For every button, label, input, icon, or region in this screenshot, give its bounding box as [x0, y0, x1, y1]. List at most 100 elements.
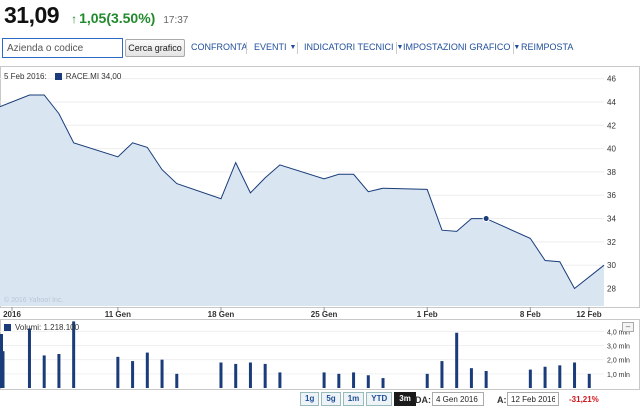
price-point — [278, 163, 281, 166]
menu-divider — [396, 42, 397, 54]
price-point — [337, 173, 340, 176]
to-date-input[interactable] — [507, 392, 559, 406]
price-point — [219, 197, 222, 200]
price-y-tick-label: 28 — [607, 285, 616, 294]
period-change: -31,21% — [569, 395, 599, 404]
menu-impostazioni-label: IMPOSTAZIONI GRAFICO — [403, 42, 511, 52]
legend-series: RACE.MI 34,00 — [65, 72, 122, 81]
price-y-tick-label: 40 — [607, 145, 616, 154]
price-point — [603, 264, 606, 267]
price-point — [455, 230, 458, 233]
volume-y-tick-label: 4,0 mln — [607, 329, 630, 336]
volume-bar — [278, 372, 282, 388]
menu-reimposta[interactable]: REIMPOSTA — [521, 42, 574, 52]
price-point — [323, 177, 326, 180]
volume-bar — [528, 369, 532, 388]
price-point — [43, 93, 46, 96]
change-value: 1,05 — [79, 10, 107, 26]
menu-impostazioni-grafico[interactable]: IMPOSTAZIONI GRAFICO ▼ — [403, 42, 520, 52]
price-point — [440, 229, 443, 232]
price-y-tick-label: 44 — [607, 98, 616, 107]
range-selector: 1g 5g 1m YTD 3m — [300, 392, 418, 406]
volume-bar — [337, 373, 341, 388]
menu-eventi[interactable]: EVENTI ▼ — [254, 42, 296, 52]
quote-header: 31,09 ↑ 1,05 (3.50%) 17:37 — [4, 2, 188, 32]
price-y-tick-label: 34 — [607, 215, 616, 224]
price-point — [175, 182, 178, 185]
volume-bar — [116, 356, 120, 388]
volume-bar — [322, 372, 326, 388]
price-y-tick-label: 46 — [607, 75, 616, 84]
menu-divider — [246, 42, 247, 54]
menu-eventi-label: EVENTI — [254, 42, 287, 52]
from-date-label: DA: — [415, 395, 431, 405]
to-date-label: A: — [497, 395, 507, 405]
quote-time: 17:37 — [163, 15, 189, 26]
x-tick-label: 18 Gen — [208, 310, 235, 319]
volume-bar — [72, 321, 76, 388]
price-point — [28, 93, 31, 96]
volume-y-tick-label: 2,0 mln — [607, 358, 630, 365]
symbol-search-input[interactable] — [2, 38, 123, 58]
volume-bar — [366, 375, 370, 388]
price-point — [131, 141, 134, 144]
volume-bar — [573, 362, 577, 388]
from-date-input[interactable] — [432, 392, 484, 406]
price-point — [161, 168, 164, 171]
volume-bar — [234, 363, 238, 388]
price-y-tick-label: 32 — [607, 238, 616, 247]
legend-swatch — [54, 73, 62, 80]
volume-bar — [160, 359, 164, 388]
x-tick-label: 8 Feb — [520, 310, 541, 319]
volume-bar — [42, 355, 46, 388]
volume-bar — [543, 366, 547, 388]
volume-bar — [469, 368, 473, 388]
x-tick-label: 25 Gen — [311, 310, 338, 319]
chart-toolbar: Cerca grafico CONFRONTA EVENTI▼ INDICATO… — [0, 38, 640, 60]
price-y-tick-label: 36 — [607, 191, 616, 200]
price-legend: 5 Feb 2016: RACE.MI 34,00 — [4, 72, 121, 81]
x-tick-label: 1 Feb — [417, 310, 438, 319]
menu-confronta[interactable]: CONFRONTA — [191, 42, 248, 52]
watermark-text: © 2016 Yahoo! Inc. — [4, 296, 63, 304]
volume-collapse-icon[interactable]: – — [622, 322, 634, 332]
price-y-tick-label: 30 — [607, 261, 616, 270]
volume-bar — [131, 361, 135, 388]
price-point — [249, 191, 252, 194]
volume-legend: Volumi: 1.218.100 — [4, 323, 79, 332]
volume-legend-text: Volumi: 1.218.100 — [15, 323, 80, 332]
price-point — [544, 259, 547, 262]
x-tick-label: 11 Gen — [105, 310, 131, 319]
menu-indicatori-tecnici[interactable]: INDICATORI TECNICI ▼ — [304, 42, 403, 52]
price-point — [234, 161, 237, 164]
price-y-tick-label: 38 — [607, 168, 616, 177]
volume-bar — [57, 354, 61, 388]
x-tick-label: 12 Feb — [576, 310, 601, 319]
volume-bar — [484, 371, 488, 388]
price-point — [146, 146, 149, 149]
volume-bar — [0, 334, 3, 388]
range-1g-button[interactable]: 1g — [300, 392, 320, 406]
volume-bar — [27, 328, 31, 388]
legend-date: 5 Feb 2016: — [4, 72, 47, 81]
price-point — [426, 188, 429, 191]
volume-bar — [219, 362, 223, 388]
range-3m-button[interactable]: 3m — [394, 392, 416, 406]
price-change: ↑ 1,05 (3.50%) — [71, 10, 155, 26]
change-percent: (3.50%) — [106, 10, 156, 26]
caret-down-icon: ▼ — [396, 43, 404, 51]
menu-indicatori-label: INDICATORI TECNICI — [304, 42, 394, 52]
range-5g-button[interactable]: 5g — [321, 392, 341, 406]
search-chart-button[interactable]: Cerca grafico — [125, 39, 185, 57]
price-point — [382, 187, 385, 190]
volume-bar — [248, 362, 252, 388]
range-1m-button[interactable]: 1m — [342, 392, 365, 406]
price-point — [529, 237, 532, 240]
up-arrow-icon: ↑ — [71, 12, 78, 26]
menu-divider — [513, 42, 514, 54]
volume-bar — [587, 373, 591, 388]
range-ytd-button[interactable]: YTD — [366, 392, 393, 406]
price-point — [573, 287, 576, 290]
caret-down-icon: ▼ — [289, 43, 297, 51]
